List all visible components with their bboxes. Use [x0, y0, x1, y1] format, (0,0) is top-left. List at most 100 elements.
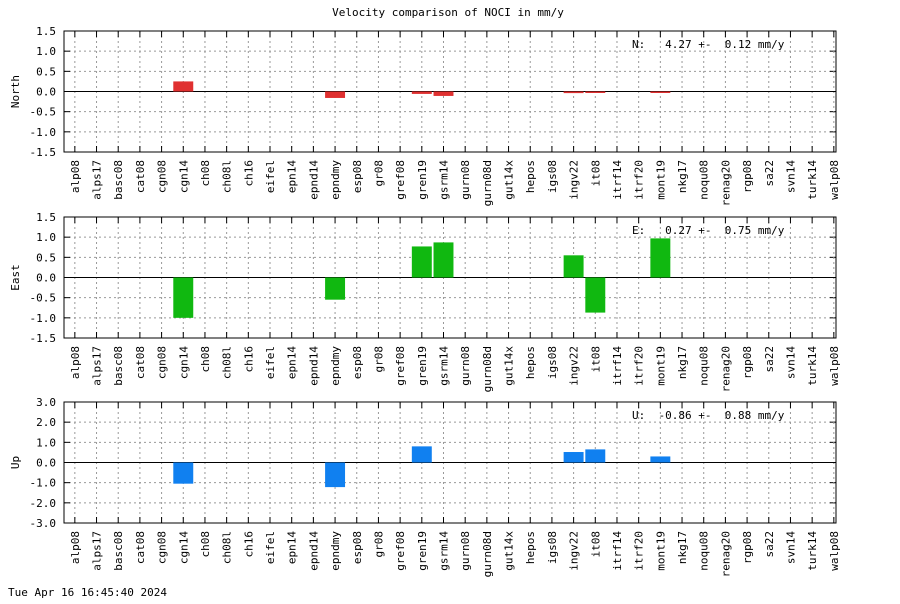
x-tick-label: gsrm14: [437, 531, 450, 571]
x-tick-label: itrf14: [611, 160, 624, 200]
x-tick-label: epn14: [286, 531, 299, 564]
panel-3: -3.0 -2.0 -1.0 0.0 1.0 2.0 3.0 alp08 alps17 basc0…: [9, 396, 841, 577]
x-tick-label: esp08: [351, 346, 364, 379]
x-tick-label: ch16: [242, 160, 255, 187]
bar-ingv22: [563, 255, 584, 278]
x-tick-label: basc08: [112, 346, 125, 386]
x-tick-label: gref08: [394, 160, 407, 200]
x-tick-label: gsrm14: [437, 160, 450, 200]
x-tick-label: eifel: [264, 531, 277, 564]
x-tick-label: gut14x: [503, 160, 516, 200]
y-tick-label: -1.0: [30, 126, 57, 139]
x-tick-label: noqu08: [698, 531, 711, 571]
y-tick-label: -3.0: [30, 517, 57, 530]
x-tick-label: cgn14: [177, 346, 190, 379]
x-tick-label: alp08: [69, 160, 82, 193]
stat-annotation: E: 0.27 +- 0.75 mm/y: [632, 224, 785, 237]
x-tick-label: basc08: [112, 531, 125, 571]
x-tick-label: epndmy: [329, 346, 342, 386]
x-tick-label: rgp08: [741, 160, 754, 193]
y-tick-label: 0.0: [36, 457, 56, 470]
y-axis-label: East: [9, 264, 22, 291]
x-tick-label: sa22: [763, 346, 776, 373]
x-tick-label: gurn08: [459, 160, 472, 200]
panel-1: -1.5 -1.0 -0.5 0.0 0.5 1.0 1.5 alp08 alps17 basc0…: [9, 25, 841, 206]
x-tick-label: igs08: [546, 160, 559, 193]
x-tick-label: svn14: [784, 531, 797, 564]
x-tick-label: renag20: [719, 531, 732, 577]
bar-it08: [585, 449, 606, 463]
x-tick-label: rgp08: [741, 346, 754, 379]
x-tick-label: epnd14: [307, 160, 320, 200]
y-axis-label: North: [9, 75, 22, 108]
x-tick-label: cat08: [134, 160, 147, 193]
bar-gren19: [411, 91, 432, 94]
x-tick-label: hepos: [524, 531, 537, 564]
y-tick-label: 0.5: [36, 251, 56, 264]
y-tick-label: -0.5: [30, 292, 57, 305]
bar-gren19: [411, 446, 432, 463]
x-tick-label: gsrm14: [437, 346, 450, 386]
y-tick-label: -0.5: [30, 106, 57, 119]
x-tick-label: ch08l: [221, 160, 234, 193]
x-tick-label: sa22: [763, 531, 776, 558]
x-tick-label: ch16: [242, 531, 255, 558]
x-tick-label: walp08: [828, 160, 841, 200]
x-tick-label: noqu08: [698, 346, 711, 386]
x-tick-label: ch08: [199, 531, 212, 558]
panel-2: -1.5 -1.0 -0.5 0.0 0.5 1.0 1.5 alp08 alps17 basc0…: [9, 211, 841, 392]
x-tick-label: itrf20: [633, 346, 646, 386]
bar-mont19: [650, 456, 671, 463]
x-tick-label: gr08: [372, 531, 385, 558]
x-tick-label: ch16: [242, 346, 255, 373]
x-tick-label: ingv22: [568, 346, 581, 386]
x-tick-label: gren19: [416, 531, 429, 571]
bar-mont19: [650, 238, 671, 278]
bar-cgn14: [173, 462, 194, 484]
bar-epndmy: [325, 277, 346, 300]
x-tick-label: alps17: [91, 531, 104, 571]
x-tick-label: gurn08d: [481, 531, 494, 577]
x-tick-label: gut14x: [503, 346, 516, 386]
x-tick-label: mont19: [654, 160, 667, 200]
bar-it08: [585, 91, 606, 93]
x-tick-label: ch08: [199, 346, 212, 373]
bar-ingv22: [563, 452, 584, 463]
bar-gsrm14: [433, 91, 454, 96]
x-tick-label: cgn14: [177, 160, 190, 193]
x-tick-label: cgn08: [156, 160, 169, 193]
x-tick-label: turk14: [806, 160, 819, 200]
x-tick-label: gurn08: [459, 531, 472, 571]
x-tick-label: it08: [589, 531, 602, 558]
x-tick-label: ch08l: [221, 346, 234, 379]
x-tick-label: nkg17: [676, 346, 689, 379]
bar-cgn14: [173, 277, 194, 318]
bar-ingv22: [563, 91, 584, 94]
x-tick-label: alps17: [91, 160, 104, 200]
x-tick-label: epndmy: [329, 531, 342, 571]
y-tick-label: -1.0: [30, 312, 57, 325]
y-axis-label: Up: [9, 456, 22, 469]
stat-annotation: N: 4.27 +- 0.12 mm/y: [632, 38, 785, 51]
x-tick-label: it08: [589, 160, 602, 187]
x-tick-label: alps17: [91, 346, 104, 386]
y-tick-label: 1.5: [36, 25, 56, 38]
x-tick-label: epnd14: [307, 531, 320, 571]
x-tick-label: nkg17: [676, 531, 689, 564]
x-tick-label: gurn08d: [481, 160, 494, 206]
x-tick-label: it08: [589, 346, 602, 373]
x-tick-label: cgn14: [177, 531, 190, 564]
x-tick-label: rgp08: [741, 531, 754, 564]
x-tick-label: cgn08: [156, 346, 169, 379]
x-tick-label: gref08: [394, 346, 407, 386]
plot-frame: [63, 401, 837, 524]
x-tick-label: epndmy: [329, 160, 342, 200]
x-tick-label: cgn08: [156, 531, 169, 564]
x-tick-label: svn14: [784, 160, 797, 193]
stat-annotation: U: -0.86 +- 0.88 mm/y: [632, 409, 785, 422]
bar-mont19: [650, 91, 671, 93]
y-tick-label: -1.0: [30, 477, 57, 490]
x-tick-label: epn14: [286, 346, 299, 379]
x-tick-label: ingv22: [568, 160, 581, 200]
